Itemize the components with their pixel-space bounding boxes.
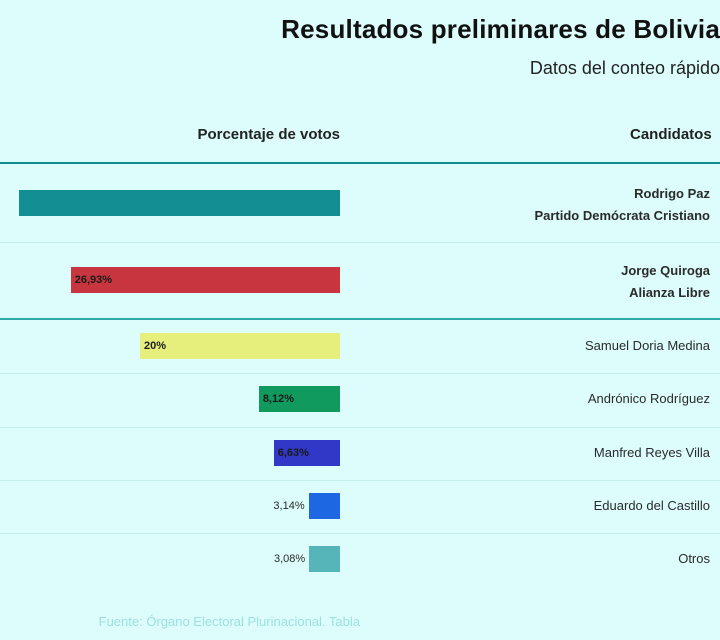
candidate-name: Jorge Quiroga xyxy=(621,263,710,278)
percent-column-header: Porcentaje de votos xyxy=(197,126,340,143)
bar-value-label: 8,12% xyxy=(262,393,295,405)
bar: 6,63% xyxy=(273,440,340,466)
candidate-name: Rodrigo Paz xyxy=(634,186,710,201)
header-rule xyxy=(0,162,720,164)
bar xyxy=(308,493,340,519)
bar-value-label: 20% xyxy=(144,340,167,352)
bar xyxy=(18,190,340,216)
row-separator xyxy=(0,373,720,374)
candidates-column-header: Candidatos xyxy=(630,126,712,143)
bar xyxy=(309,546,340,572)
chart-subtitle: Datos del conteo rápido xyxy=(529,58,720,78)
candidate-name: Samuel Doria Medina xyxy=(584,338,710,353)
row-separator xyxy=(0,480,720,481)
bar: 20% xyxy=(140,333,340,359)
source-note: Fuente: Órgano Electoral Plurinacional. … xyxy=(98,614,360,629)
row-separator xyxy=(0,427,720,428)
candidate-name: Eduardo del Castillo xyxy=(593,498,710,513)
runoff-section-rule xyxy=(0,318,720,320)
candidate-party: Alianza Libre xyxy=(629,285,710,300)
bar-value-label: 3,08% xyxy=(274,553,306,565)
candidate-name: Manfred Reyes Villa xyxy=(593,445,710,460)
chart-title: Resultados preliminares de Bolivia xyxy=(281,14,720,44)
candidate-name: Andrónico Rodríguez xyxy=(587,391,710,406)
row-separator xyxy=(0,533,720,534)
bar: 8,12% xyxy=(258,386,340,412)
bar: 26,93% xyxy=(70,267,340,293)
bar-value-label: 3,14% xyxy=(273,500,305,512)
bar-value-label: 26,93% xyxy=(74,274,113,286)
candidate-party: Partido Demócrata Cristiano xyxy=(534,208,710,223)
row-separator xyxy=(0,242,720,243)
candidate-name: Otros xyxy=(678,551,710,566)
bar-value-label: 6,63% xyxy=(277,447,309,459)
